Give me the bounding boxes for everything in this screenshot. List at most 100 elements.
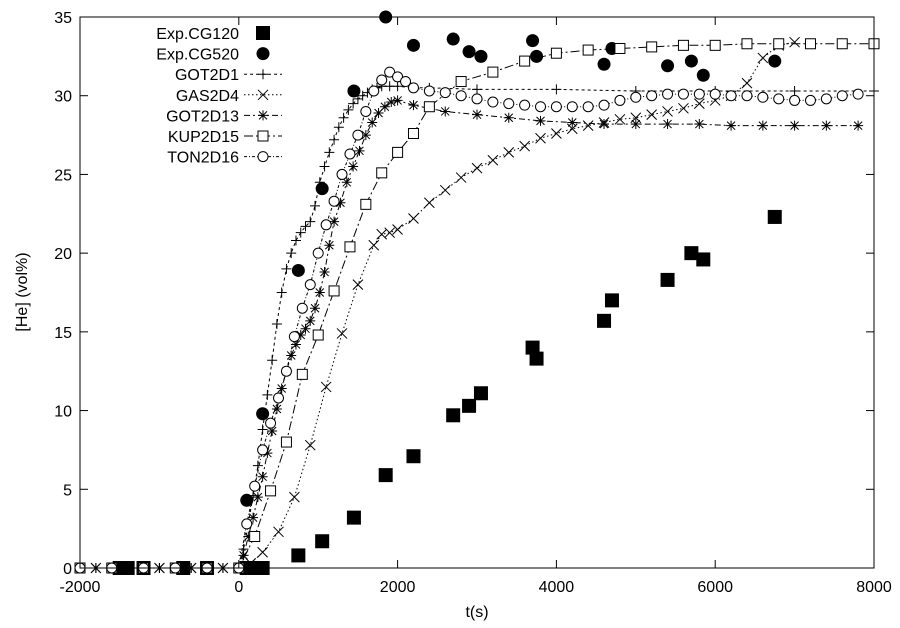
data-point [487, 66, 499, 78]
data-point [344, 148, 356, 160]
y-tick-label: 10 [54, 404, 72, 421]
data-point [525, 340, 540, 355]
data-point [295, 330, 306, 341]
data-point [373, 108, 384, 119]
legend-label: GOT2D13 [166, 108, 239, 125]
data-point [265, 485, 277, 497]
data-point [726, 120, 737, 131]
data-point [271, 318, 282, 329]
data-point [288, 331, 300, 343]
data-point [360, 198, 372, 210]
data-point [662, 119, 673, 130]
data-point [709, 39, 721, 51]
x-axis: -2000 0 2000 4000 6000 8000 [60, 17, 892, 596]
data-point [376, 167, 388, 179]
data-point [344, 241, 356, 253]
data-point [487, 96, 499, 108]
y-tick-label: 15 [54, 325, 72, 342]
data-point [487, 154, 499, 166]
data-point [338, 112, 349, 123]
data-point [614, 94, 626, 106]
data-point [455, 76, 467, 88]
data-point [684, 246, 699, 261]
legend-entry: KUP2D15 [168, 129, 282, 146]
data-point [471, 93, 483, 105]
data-point [257, 546, 268, 558]
legend-marker [256, 47, 270, 61]
data-point [315, 182, 329, 196]
data-point [852, 88, 864, 100]
data-point [804, 38, 816, 50]
data-point [343, 104, 354, 115]
data-point [550, 47, 562, 59]
data-point [267, 426, 278, 437]
data-point [597, 57, 611, 71]
data-point [286, 248, 297, 259]
series-exp-cg120 [112, 209, 782, 575]
data-point [296, 302, 308, 314]
data-point [291, 548, 306, 563]
data-point [789, 36, 800, 48]
legend-entry: GOT2D13 [166, 108, 282, 125]
data-point [257, 471, 268, 482]
data-point [757, 91, 769, 103]
data-point [341, 177, 352, 188]
data-point [582, 44, 594, 56]
data-point [368, 239, 380, 251]
data-point [455, 172, 467, 183]
data-point [320, 219, 332, 231]
data-point [300, 221, 311, 232]
data-point [386, 97, 397, 108]
data-point [295, 227, 306, 238]
data-point [853, 120, 864, 131]
y-tick-label: 0 [63, 561, 72, 578]
data-point [310, 200, 321, 211]
legend-marker [257, 89, 269, 101]
data-point [535, 101, 547, 113]
data-point [406, 449, 421, 464]
data-point [329, 134, 340, 145]
data-point [348, 161, 359, 172]
data-point [352, 279, 364, 290]
data-point [767, 209, 782, 224]
data-point [598, 99, 610, 111]
data-point [384, 66, 396, 78]
data-point [604, 293, 619, 308]
data-point [646, 109, 658, 120]
legend-label: GAS2D4 [176, 88, 239, 105]
data-point [693, 98, 705, 109]
y-tick-label: 25 [54, 167, 72, 184]
data-point [684, 54, 698, 68]
data-point [471, 162, 483, 174]
data-point [821, 120, 832, 131]
data-point [347, 84, 361, 98]
data-point [379, 101, 390, 112]
data-point [551, 128, 562, 139]
data-point [535, 115, 546, 126]
data-point [256, 407, 270, 421]
data-point [314, 287, 325, 298]
data-point [354, 145, 365, 156]
data-point [630, 119, 641, 130]
legend-entry: GOT2D1 [175, 67, 282, 84]
data-point [660, 272, 675, 287]
data-point [503, 112, 514, 123]
data-point [265, 417, 277, 429]
data-point [423, 101, 435, 113]
data-point [677, 39, 689, 51]
data-point [312, 329, 324, 341]
data-point [257, 424, 268, 435]
data-point [551, 84, 562, 95]
data-point [291, 263, 305, 277]
data-point [646, 90, 658, 102]
x-tick-label: 4000 [539, 579, 575, 596]
data-point [773, 93, 785, 105]
data-point [836, 38, 848, 50]
data-point [336, 328, 348, 339]
y-tick-label: 5 [63, 482, 72, 499]
y-tick-label: 30 [54, 89, 72, 106]
data-point [662, 106, 673, 117]
data-point [567, 117, 578, 128]
data-point [424, 197, 435, 209]
data-point [280, 436, 292, 448]
